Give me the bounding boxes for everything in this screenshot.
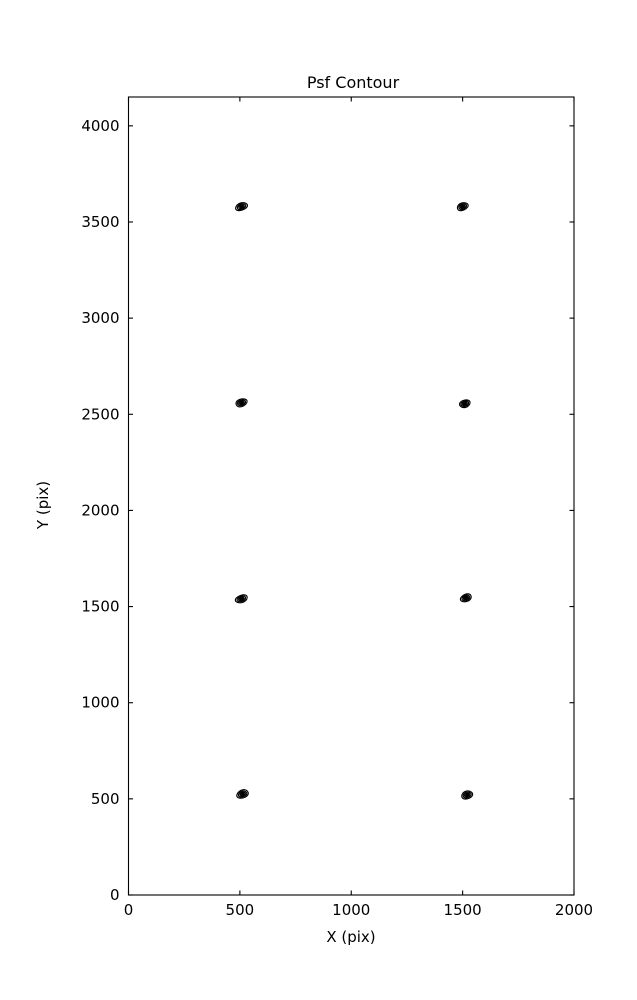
x-tick-label: 1000 <box>332 901 370 919</box>
y-tick-label: 1000 <box>81 694 119 712</box>
contour-ring <box>238 400 245 406</box>
y-tick-label: 500 <box>91 790 120 808</box>
contour-ring <box>459 204 466 210</box>
contour-ring <box>463 596 469 600</box>
contour-ring <box>456 202 469 212</box>
contour-ring <box>238 596 245 602</box>
contour-ring <box>464 596 468 599</box>
y-tick-label: 1500 <box>81 598 119 616</box>
y-tick-label: 3500 <box>81 213 119 231</box>
psf-contour-group <box>235 202 249 212</box>
y-tick-label: 2000 <box>81 501 119 519</box>
x-tick-label: 0 <box>124 901 134 919</box>
contour-series <box>234 202 474 800</box>
contour-ring <box>239 597 244 601</box>
y-tick-label: 2500 <box>81 405 119 423</box>
contour-ring <box>459 593 472 603</box>
y-axis-label: Y (pix) <box>34 481 52 530</box>
psf-contour-group <box>236 789 249 799</box>
contour-ring <box>238 204 245 210</box>
contour-ring <box>460 204 465 209</box>
contour-ring <box>464 792 471 798</box>
psf-contour-group <box>459 593 472 603</box>
contour-ring <box>461 205 464 208</box>
contour-ring <box>240 401 243 404</box>
contour-ring <box>234 594 248 604</box>
x-tick-label: 2000 <box>555 901 593 919</box>
psf-contour-group <box>456 202 469 212</box>
contour-ring <box>461 594 471 602</box>
contour-ring <box>461 401 468 407</box>
y-tick-label: 3000 <box>81 309 119 327</box>
contour-ring <box>240 205 243 208</box>
y-tick-label: 0 <box>110 886 120 904</box>
contour-ring <box>240 792 245 796</box>
contour-ring <box>461 790 474 800</box>
contour-ring <box>239 791 246 797</box>
contour-ring <box>235 398 248 408</box>
x-axis-label: X (pix) <box>326 928 375 946</box>
y-tick-label: 4000 <box>81 117 119 135</box>
tick-labels: 0 500 1000 1500 2000 0 500 1000 1500 2000 2500 3000… <box>81 117 593 919</box>
psf-contour-group <box>461 790 474 800</box>
contour-ring <box>236 595 247 603</box>
tick-marks <box>127 97 575 896</box>
contour-ring <box>236 789 249 799</box>
contour-ring <box>465 794 469 797</box>
contour-ring <box>240 597 243 600</box>
psf-contour-group <box>235 398 248 408</box>
contour-ring <box>462 402 467 406</box>
contour-ring <box>239 204 244 209</box>
contour-ring <box>237 790 248 798</box>
axes-frame <box>127 96 575 896</box>
page-title: Psf Contour <box>307 73 400 92</box>
contour-ring <box>236 203 247 211</box>
contour-ring <box>462 791 472 799</box>
contour-ring <box>460 400 470 408</box>
psf-contour-group <box>458 399 471 409</box>
contour-ring <box>241 793 244 796</box>
contour-ring <box>236 399 247 407</box>
contour-ring <box>458 203 468 211</box>
x-tick-label: 1500 <box>444 901 482 919</box>
x-tick-label: 500 <box>226 901 255 919</box>
contour-ring <box>462 595 470 601</box>
contour-ring <box>235 202 249 212</box>
psf-contour-group <box>234 594 248 604</box>
contour-ring <box>458 399 471 409</box>
contour-ring <box>463 402 467 405</box>
contour-ring <box>239 401 244 405</box>
contour-ring <box>465 793 470 797</box>
